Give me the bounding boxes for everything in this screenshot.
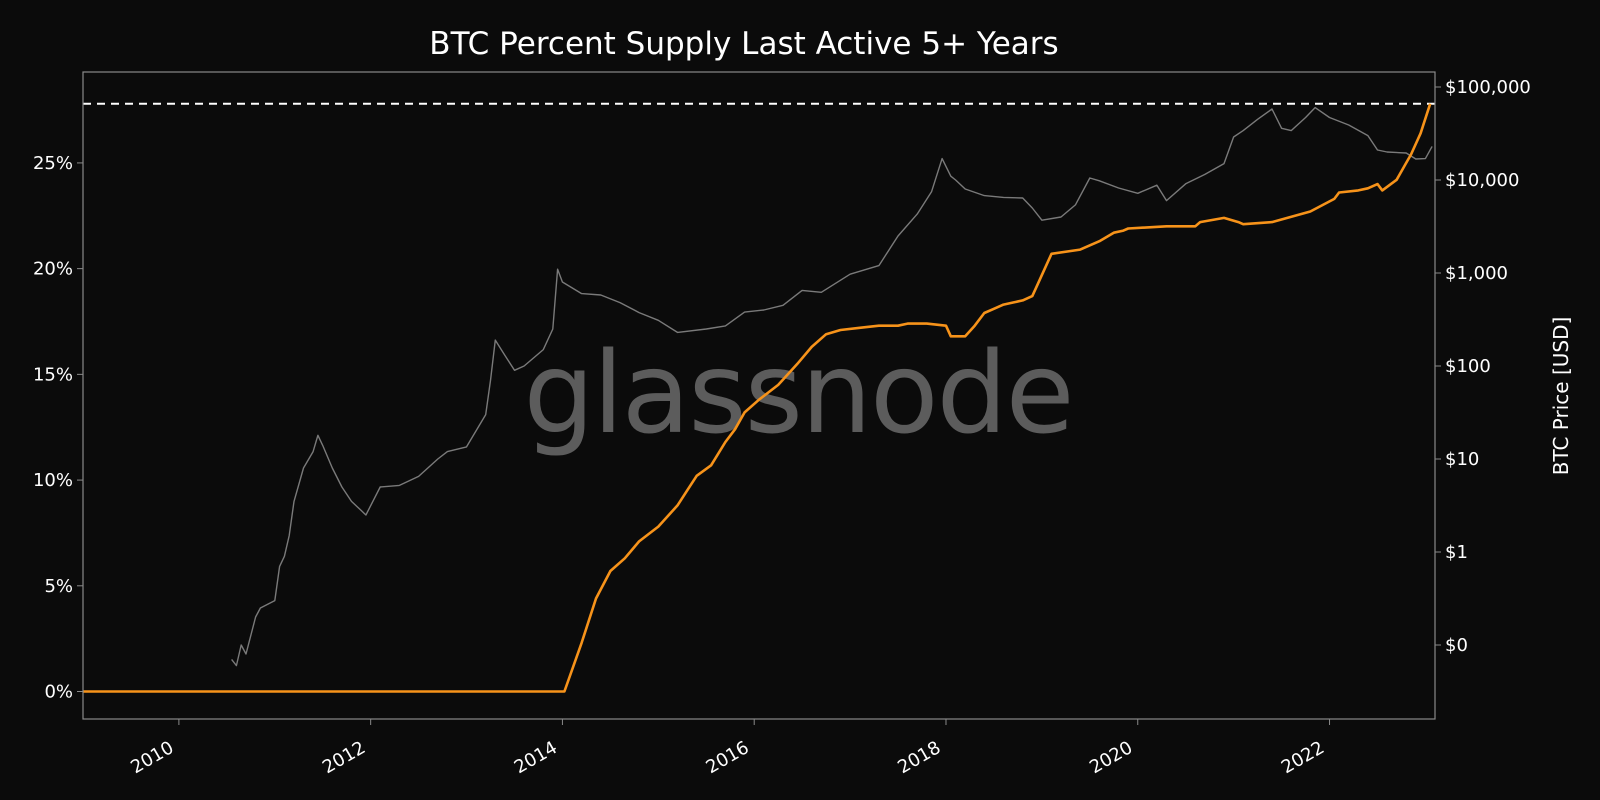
y-right-tick-label: $100,000 — [1445, 77, 1531, 98]
y-left-tick-label: 20% — [33, 259, 73, 280]
y-left-tick-label: 25% — [33, 153, 73, 174]
y-right-tick-label: $10,000 — [1445, 170, 1519, 191]
chart-title: BTC Percent Supply Last Active 5+ Years — [429, 26, 1058, 62]
left-y-axis: 0% 5% 10% 15% 20% 25% — [33, 153, 83, 703]
watermark-logo: glassnode — [523, 329, 1072, 459]
y-right-tick-label: $1 — [1445, 542, 1468, 563]
y-left-tick-label: 0% — [44, 682, 73, 703]
y-left-tick-label: 15% — [33, 364, 73, 385]
right-y-axis: $0 $1 $10 $100 $1,000 $10,000 $100,000 — [1435, 77, 1531, 656]
btc-price-line — [231, 106, 1433, 667]
supply-5y-line — [83, 103, 1432, 693]
y-right-tick-label: $100 — [1445, 356, 1491, 377]
y-right-tick-label: $1,000 — [1445, 263, 1508, 284]
y-left-tick-label: 5% — [44, 576, 73, 597]
y-left-tick-label: 10% — [33, 470, 73, 491]
y-right-tick-label: $0 — [1445, 635, 1468, 656]
y-right-tick-label: $10 — [1445, 449, 1479, 470]
right-axis-label: BTC Price [USD] — [1549, 317, 1573, 476]
plot-lines — [83, 102, 1435, 693]
plot-frame — [82, 71, 1436, 720]
